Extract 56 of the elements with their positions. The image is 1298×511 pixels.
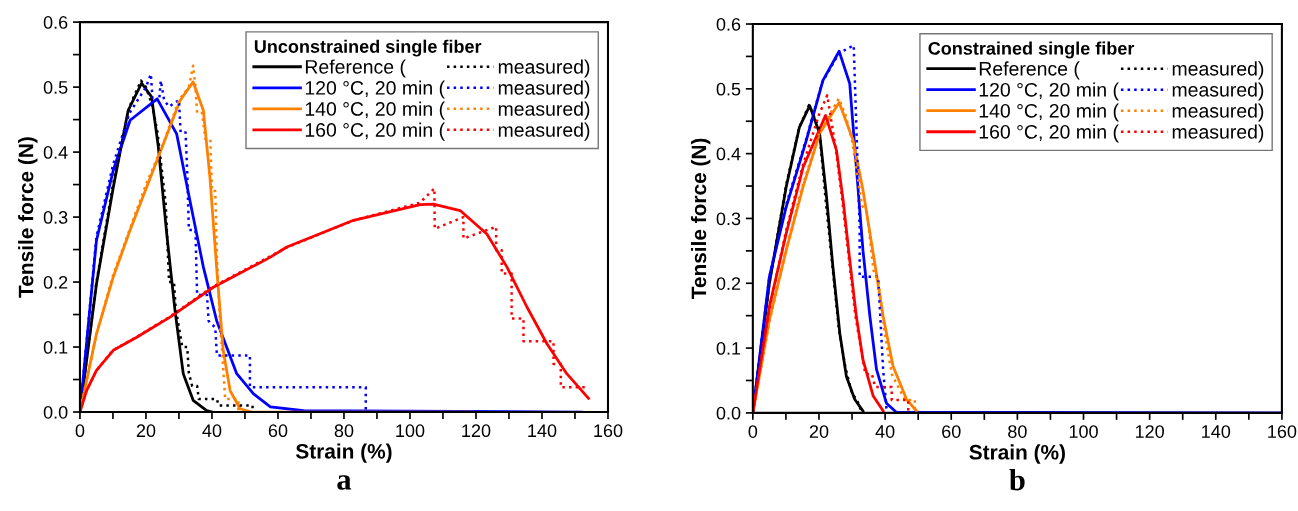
y-axis-title: Tensile force (N)	[18, 137, 38, 298]
x-tick-label: 0	[75, 424, 85, 438]
y-tick-label: 0.2	[716, 277, 741, 290]
x-tick-label: 60	[942, 425, 961, 438]
y-tick-label: 0.6	[43, 16, 68, 29]
x-tick-label: 120	[462, 424, 491, 438]
legend-label: Reference (	[979, 61, 1080, 80]
text: a	[337, 475, 352, 490]
legend-label: 120 °C, 20 min (	[979, 82, 1119, 101]
x-axis-title: Strain (%)	[969, 444, 1065, 464]
y-tick-label: 0.4	[43, 146, 68, 159]
x-tick-label: 160	[594, 424, 623, 438]
y-tick-label: 0.5	[716, 82, 741, 96]
legend-label: measured)	[1172, 103, 1264, 122]
legend-label: 160 °C, 20 min (	[979, 124, 1119, 143]
y-tick-label: 0.4	[716, 147, 741, 161]
legend-label: measured)	[498, 59, 590, 78]
y-tick-label: 0.0	[716, 406, 741, 420]
x-axis-title: Strain (%)	[295, 443, 392, 463]
x-tick-label: 20	[809, 425, 829, 438]
legend-label: measured)	[1172, 82, 1264, 101]
legend-label: 140 °C, 20 min (	[305, 101, 445, 120]
x-tick-label: 140	[1202, 425, 1231, 438]
legend-label: measured)	[498, 101, 590, 120]
x-tick-label: 140	[528, 424, 557, 438]
x-tick-label: 20	[136, 424, 156, 438]
legend-label: 120 °C, 20 min (	[305, 80, 445, 99]
legend-label: 140 °C, 20 min (	[979, 103, 1119, 122]
legend-title: Unconstrained single fiber	[254, 39, 482, 57]
x-tick-label: 0	[748, 425, 758, 438]
legend-label: measured)	[1172, 61, 1264, 80]
legend-label: measured)	[498, 122, 590, 141]
y-tick-label: 0.3	[716, 212, 741, 226]
legend-label: measured)	[498, 80, 590, 99]
legend-label: measured)	[1172, 124, 1264, 143]
y-tick-label: 0.2	[43, 275, 68, 289]
y-tick-label: 0.1	[43, 340, 68, 354]
x-tick-label: 40	[202, 424, 222, 438]
x-tick-label: 120	[1135, 425, 1164, 438]
x-tick-label: 40	[875, 425, 895, 438]
legend-label: 160 °C, 20 min (	[305, 122, 445, 141]
y-tick-label: 0.5	[43, 81, 68, 94]
legend-label: Reference (	[305, 59, 406, 78]
x-tick-label: 160	[1268, 425, 1297, 438]
y-tick-label: 0.3	[43, 211, 68, 224]
x-tick-label: 100	[1069, 425, 1098, 438]
y-tick-label: 0.1	[716, 342, 741, 355]
y-tick-label: 0.6	[716, 17, 741, 31]
legend-title: Constrained single fiber	[928, 41, 1135, 59]
text: b	[1009, 468, 1025, 491]
x-tick-label: 80	[1008, 425, 1027, 438]
y-axis-title: Tensile force (N)	[690, 138, 711, 300]
x-tick-label: 60	[268, 424, 288, 438]
x-tick-label: 80	[334, 424, 354, 438]
x-tick-label: 100	[396, 424, 425, 438]
y-tick-label: 0.0	[43, 405, 68, 419]
